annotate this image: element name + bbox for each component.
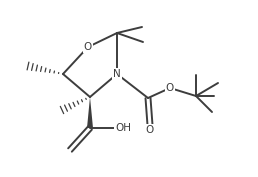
Text: O: O <box>84 42 92 52</box>
Text: N: N <box>113 69 121 79</box>
Polygon shape <box>87 97 93 128</box>
Text: OH: OH <box>115 123 131 133</box>
Text: O: O <box>166 83 174 93</box>
Text: O: O <box>146 125 154 135</box>
